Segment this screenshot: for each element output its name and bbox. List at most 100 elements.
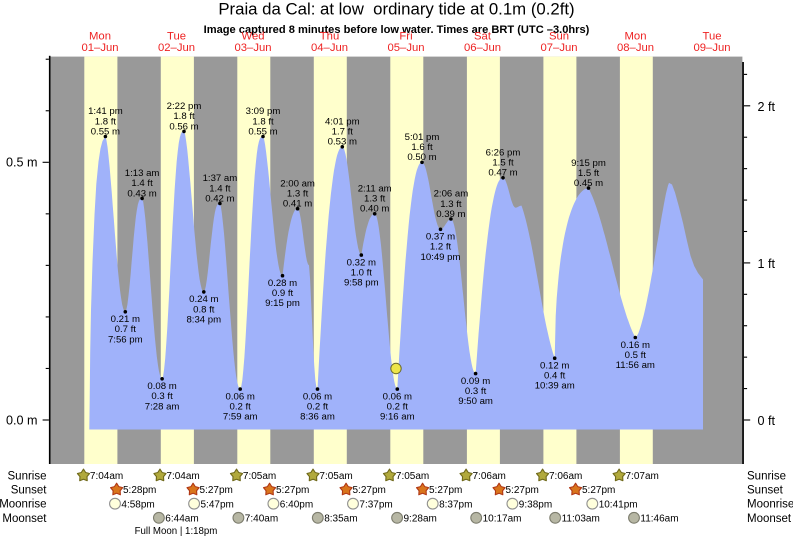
svg-text:0.3 ft: 0.3 ft xyxy=(465,386,487,397)
svg-text:11:03am: 11:03am xyxy=(562,513,600,524)
svg-text:Sunrise: Sunrise xyxy=(8,471,47,483)
svg-text:7:37pm: 7:37pm xyxy=(359,499,392,510)
svg-text:5:27pm: 5:27pm xyxy=(200,485,233,496)
svg-text:1.7 ft: 1.7 ft xyxy=(332,127,354,138)
svg-text:0.8 ft: 0.8 ft xyxy=(193,304,215,315)
svg-text:Praia da Cal: at low ordinary: Praia da Cal: at low ordinary tide at 0.… xyxy=(218,0,574,19)
svg-text:1.5 ft: 1.5 ft xyxy=(492,158,514,169)
svg-text:0.7 ft: 0.7 ft xyxy=(115,324,137,335)
svg-text:7:59 am: 7:59 am xyxy=(223,412,258,423)
svg-text:2:06 am: 2:06 am xyxy=(434,189,469,200)
svg-text:0.28 m: 0.28 m xyxy=(268,278,297,289)
svg-text:2:22 pm: 2:22 pm xyxy=(167,101,202,112)
svg-text:8:36 am: 8:36 am xyxy=(300,412,335,423)
svg-text:7:04am: 7:04am xyxy=(166,471,199,482)
svg-text:Mon: Mon xyxy=(89,31,111,43)
svg-text:03–Jun: 03–Jun xyxy=(234,42,271,54)
svg-text:9:15 pm: 9:15 pm xyxy=(265,298,300,309)
svg-text:0.43 m: 0.43 m xyxy=(127,188,156,199)
svg-text:0.06 m: 0.06 m xyxy=(383,391,412,402)
svg-text:0.4 ft: 0.4 ft xyxy=(544,371,566,382)
svg-text:1.3 ft: 1.3 ft xyxy=(287,189,309,200)
svg-text:5:27pm: 5:27pm xyxy=(429,485,462,496)
svg-text:Thu: Thu xyxy=(320,31,339,43)
svg-text:0.21 m: 0.21 m xyxy=(111,314,140,325)
svg-text:09–Jun: 09–Jun xyxy=(693,42,730,54)
svg-text:07–Jun: 07–Jun xyxy=(540,42,577,54)
svg-text:0.37 m: 0.37 m xyxy=(426,232,455,243)
svg-text:Sunset: Sunset xyxy=(747,485,784,497)
svg-text:0.47 m: 0.47 m xyxy=(488,168,517,179)
svg-text:0.50 m: 0.50 m xyxy=(407,152,436,163)
svg-text:7:40am: 7:40am xyxy=(245,513,278,524)
svg-text:0.2 ft: 0.2 ft xyxy=(387,402,409,413)
svg-text:7:05am: 7:05am xyxy=(319,471,352,482)
svg-text:0.24 m: 0.24 m xyxy=(189,294,218,305)
svg-text:04–Jun: 04–Jun xyxy=(311,42,348,54)
svg-text:0.08 m: 0.08 m xyxy=(147,381,176,392)
svg-text:5:27pm: 5:27pm xyxy=(506,485,539,496)
svg-text:Sun: Sun xyxy=(549,31,569,43)
svg-text:2 ft: 2 ft xyxy=(758,100,776,114)
svg-text:1:37 am: 1:37 am xyxy=(203,173,238,184)
svg-text:Full Moon | 1:18pm: Full Moon | 1:18pm xyxy=(135,526,218,537)
svg-text:1.8 ft: 1.8 ft xyxy=(173,111,195,122)
svg-text:6:40pm: 6:40pm xyxy=(280,499,313,510)
svg-text:0.12 m: 0.12 m xyxy=(540,361,569,372)
svg-text:Moonrise: Moonrise xyxy=(747,499,793,511)
svg-text:1.2 ft: 1.2 ft xyxy=(430,242,452,253)
svg-text:8:37pm: 8:37pm xyxy=(439,499,472,510)
svg-text:5:28pm: 5:28pm xyxy=(123,485,156,496)
svg-text:9:15 pm: 9:15 pm xyxy=(571,158,606,169)
svg-text:5:27pm: 5:27pm xyxy=(582,485,615,496)
svg-text:9:28am: 9:28am xyxy=(404,513,437,524)
svg-text:1.3 ft: 1.3 ft xyxy=(440,199,462,210)
svg-text:8:35am: 8:35am xyxy=(324,513,357,524)
svg-text:5:27pm: 5:27pm xyxy=(353,485,386,496)
svg-text:0.45 m: 0.45 m xyxy=(574,178,603,189)
svg-text:Sat: Sat xyxy=(474,31,492,43)
svg-text:7:05am: 7:05am xyxy=(243,471,276,482)
svg-text:Image captured 8 minutes befor: Image captured 8 minutes before low wate… xyxy=(204,24,590,36)
svg-text:10:41pm: 10:41pm xyxy=(599,499,638,510)
svg-text:9:38pm: 9:38pm xyxy=(519,499,552,510)
svg-text:1.8 ft: 1.8 ft xyxy=(95,116,117,127)
svg-text:9:50 am: 9:50 am xyxy=(458,396,493,407)
svg-text:11:56 am: 11:56 am xyxy=(616,360,655,371)
svg-text:1.5 ft: 1.5 ft xyxy=(578,168,600,179)
svg-text:1.0 ft: 1.0 ft xyxy=(351,268,373,279)
svg-text:0 ft: 0 ft xyxy=(758,414,776,428)
svg-text:Moonrise: Moonrise xyxy=(0,499,47,511)
svg-text:7:07am: 7:07am xyxy=(626,471,659,482)
svg-text:1.4 ft: 1.4 ft xyxy=(131,178,153,189)
svg-text:0.9 ft: 0.9 ft xyxy=(272,288,294,299)
svg-text:01–Jun: 01–Jun xyxy=(81,42,118,54)
svg-text:Moonset: Moonset xyxy=(2,513,47,525)
svg-text:1.6 ft: 1.6 ft xyxy=(411,142,433,153)
svg-text:3:09 pm: 3:09 pm xyxy=(246,106,281,117)
svg-text:4:58pm: 4:58pm xyxy=(121,499,154,510)
svg-text:0.3 ft: 0.3 ft xyxy=(151,391,173,402)
svg-text:Moonset: Moonset xyxy=(747,513,792,525)
svg-text:2:00 am: 2:00 am xyxy=(280,178,315,189)
svg-text:5:27pm: 5:27pm xyxy=(276,485,309,496)
svg-text:4:01 pm: 4:01 pm xyxy=(325,117,360,128)
svg-text:9:16 am: 9:16 am xyxy=(380,412,415,423)
svg-text:Sunset: Sunset xyxy=(11,485,48,497)
svg-text:10:39 am: 10:39 am xyxy=(535,381,575,392)
svg-text:0.42 m: 0.42 m xyxy=(205,193,234,204)
svg-text:0.40 m: 0.40 m xyxy=(360,204,389,215)
svg-text:5:01 pm: 5:01 pm xyxy=(405,132,440,143)
svg-text:0.39 m: 0.39 m xyxy=(436,209,465,220)
svg-text:7:05am: 7:05am xyxy=(396,471,429,482)
svg-text:1.3 ft: 1.3 ft xyxy=(364,194,386,205)
svg-text:02–Jun: 02–Jun xyxy=(158,42,195,54)
svg-text:6:26 pm: 6:26 pm xyxy=(486,148,521,159)
svg-text:7:06am: 7:06am xyxy=(473,471,506,482)
svg-text:0.09 m: 0.09 m xyxy=(461,376,490,387)
svg-text:0.55 m: 0.55 m xyxy=(248,126,277,137)
svg-text:5:47pm: 5:47pm xyxy=(201,499,234,510)
svg-text:05–Jun: 05–Jun xyxy=(387,42,424,54)
svg-text:6:44am: 6:44am xyxy=(165,513,198,524)
svg-text:0.55 m: 0.55 m xyxy=(91,126,120,137)
